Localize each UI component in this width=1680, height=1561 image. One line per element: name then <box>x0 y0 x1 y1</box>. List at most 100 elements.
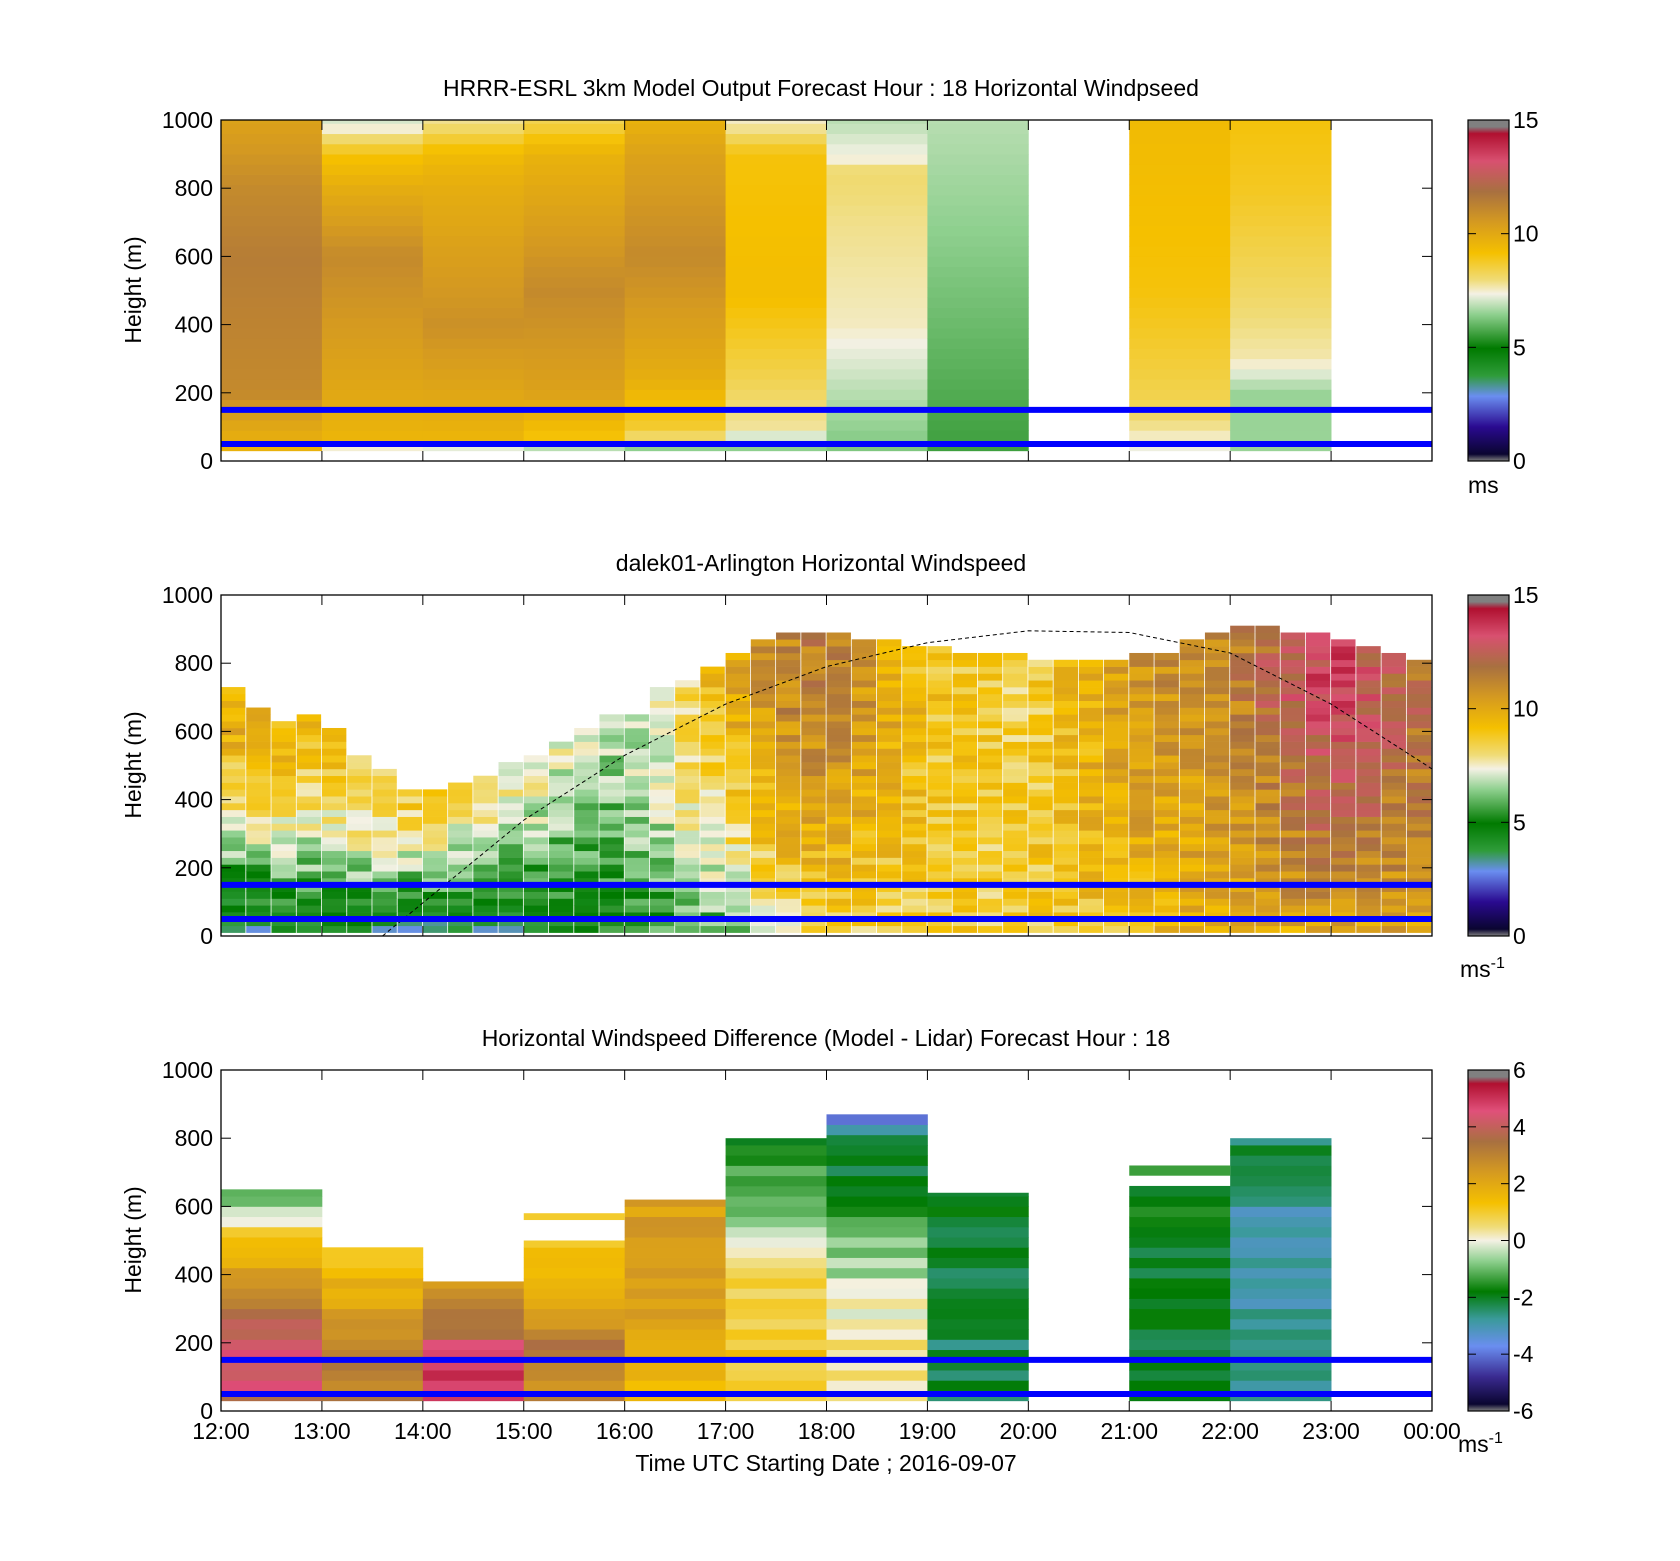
colorbar-tick-label: 0 <box>1513 923 1526 949</box>
heatmap-cell <box>321 164 424 175</box>
heatmap-cell <box>397 843 423 852</box>
heatmap-cell <box>649 843 675 852</box>
heatmap-cell <box>1078 918 1104 927</box>
heatmap-cell <box>826 693 851 702</box>
heatmap-cell <box>826 789 851 797</box>
heatmap-cell <box>826 803 851 811</box>
heatmap-cell <box>725 680 751 688</box>
heatmap-cell <box>700 721 725 729</box>
heatmap-cell <box>372 864 397 872</box>
heatmap-cell <box>498 898 523 906</box>
heatmap-cell <box>624 256 726 268</box>
heatmap-cell <box>221 687 246 695</box>
heatmap-cell <box>851 782 877 790</box>
heatmap-cell <box>700 837 725 845</box>
heatmap-cell <box>1305 632 1331 640</box>
heatmap-cell <box>473 912 498 920</box>
heatmap-cell <box>473 884 498 892</box>
heatmap-cell <box>1154 727 1179 736</box>
heatmap-cell <box>1204 666 1230 674</box>
heatmap-cell <box>448 871 473 879</box>
heatmap-cell <box>1104 693 1129 702</box>
heatmap-cell <box>1406 857 1432 865</box>
heatmap-cell <box>801 639 826 647</box>
heatmap-cell <box>1331 748 1356 756</box>
heatmap-cell <box>826 266 928 278</box>
heatmap-cell <box>952 898 978 906</box>
heatmap-cell <box>1331 878 1356 886</box>
heatmap-cell <box>1078 871 1104 879</box>
x-tick-label: 15:00 <box>495 1418 553 1444</box>
heatmap-cell <box>1129 235 1231 247</box>
heatmap-cell <box>1280 830 1306 838</box>
heatmap-cell <box>1356 789 1381 797</box>
heatmap-cell <box>1003 796 1028 804</box>
heatmap-cell <box>1179 639 1205 647</box>
heatmap-cell <box>422 1339 525 1351</box>
heatmap-cell <box>675 925 700 933</box>
heatmap-cell <box>1078 748 1104 756</box>
heatmap-cell <box>1305 789 1331 797</box>
heatmap-cell <box>801 687 826 695</box>
heatmap-cell <box>347 782 372 790</box>
heatmap-cell <box>851 789 877 797</box>
heatmap-cell <box>1129 1318 1231 1330</box>
heatmap-cell <box>1154 850 1179 858</box>
heatmap-cell <box>523 123 626 135</box>
heatmap-cell <box>372 823 397 831</box>
heatmap-cell <box>271 871 296 879</box>
heatmap-cell <box>649 830 675 838</box>
heatmap-cell <box>498 925 523 933</box>
heatmap-cell <box>1003 707 1028 715</box>
heatmap-cell <box>1078 796 1104 804</box>
heatmap-cell <box>321 409 424 421</box>
heatmap-cell <box>776 666 801 674</box>
y-axis-label: Height (m) <box>120 1186 146 1293</box>
heatmap-cell <box>1129 762 1154 770</box>
heatmap-cell <box>1230 891 1255 899</box>
heatmap-cell <box>321 884 347 892</box>
heatmap-cell <box>1154 823 1179 831</box>
heatmap-cell <box>1028 673 1053 681</box>
heatmap-cell <box>1356 727 1381 736</box>
heatmap-cell <box>246 850 271 858</box>
heatmap-cell <box>624 430 726 441</box>
heatmap-cell <box>826 133 928 145</box>
heatmap-cell <box>599 864 624 872</box>
panel-title: Horizontal Windspeed Difference (Model -… <box>482 1025 1171 1051</box>
heatmap-cell <box>725 1380 827 1391</box>
heatmap-cell <box>851 748 877 756</box>
heatmap-cell <box>977 673 1003 681</box>
heatmap-cell <box>725 1247 827 1258</box>
heatmap-cell <box>397 878 423 886</box>
heatmap-cell <box>221 205 323 216</box>
heatmap-cell <box>700 803 725 811</box>
heatmap-cell <box>624 898 650 906</box>
heatmap-cell <box>1305 918 1331 927</box>
heatmap-cell <box>725 205 827 216</box>
heatmap-cell <box>725 803 751 811</box>
heatmap-cell <box>826 120 928 124</box>
heatmap-cell <box>523 1213 625 1221</box>
heatmap-cell <box>321 727 347 736</box>
heatmap-cell <box>624 755 650 763</box>
heatmap-cell <box>1154 803 1179 811</box>
heatmap-cell <box>321 379 424 390</box>
heatmap-cell <box>296 884 322 892</box>
heatmap-cell <box>1280 693 1306 702</box>
colorbar-gradient <box>1467 594 1510 937</box>
heatmap-cell <box>750 727 776 736</box>
heatmap-cell <box>952 727 978 736</box>
blue-lines <box>221 1356 1432 1397</box>
heatmap-cell <box>1078 843 1104 852</box>
heatmap-cell <box>851 755 877 763</box>
heatmap-cell <box>902 768 927 777</box>
heatmap-cell <box>1204 843 1230 852</box>
heatmap-cell <box>624 379 726 390</box>
heatmap-cell <box>1053 905 1078 913</box>
heatmap-cell <box>599 850 624 858</box>
heatmap-cell <box>700 700 725 708</box>
heatmap-cell <box>321 864 347 872</box>
heatmap-cell <box>498 864 523 872</box>
